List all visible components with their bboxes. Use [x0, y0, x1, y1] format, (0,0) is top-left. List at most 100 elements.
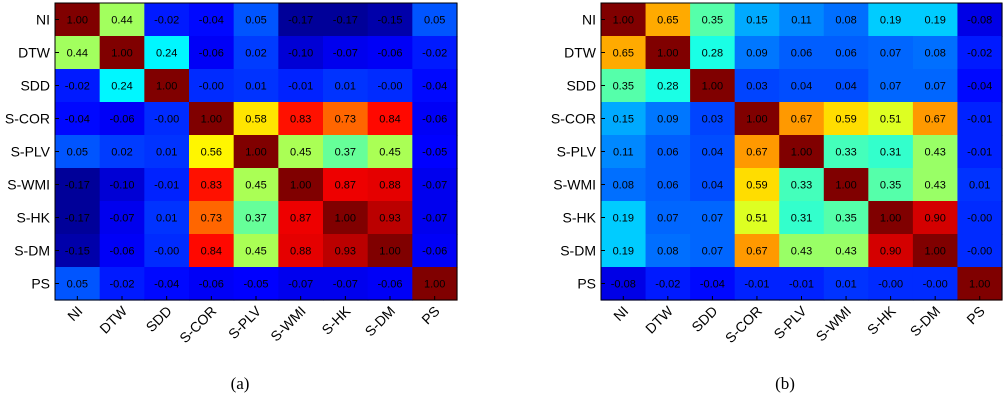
cell-value-label: 1.00: [67, 15, 88, 27]
cell-value-label: 1.00: [111, 48, 132, 60]
heatmap-cell: [912, 168, 959, 202]
cell-value-label: 0.08: [657, 246, 678, 258]
heatmap-cell: [601, 102, 647, 136]
heatmap-cell: [823, 234, 869, 268]
cell-value-label: -0.05: [422, 147, 447, 159]
heatmap-cell: [55, 168, 101, 202]
heatmap-cell: [868, 36, 914, 70]
cell-value-label: 0.84: [201, 246, 222, 258]
heatmap-cell: [957, 135, 1003, 169]
heatmap-cell: [601, 201, 647, 235]
cell-value-label: 0.87: [290, 213, 311, 225]
heatmap-cell: [55, 135, 101, 169]
cell-value-label: 0.84: [379, 114, 400, 126]
heatmap-cell: [99, 102, 145, 136]
heatmap-cell: [99, 168, 145, 202]
cell-value-label: 0.28: [657, 81, 678, 93]
heatmap-cell: [690, 69, 736, 103]
x-tick-label-s-dm: S-DM: [362, 303, 399, 340]
cell-value-label: 0.43: [924, 147, 945, 159]
heatmap-cell: [278, 36, 324, 70]
cell-value-label: 1.00: [245, 147, 266, 159]
heatmap-cell: [323, 267, 369, 301]
x-tick-label-s-cor: S-COR: [722, 303, 765, 346]
heatmap-cell: [823, 135, 869, 169]
cell-value-label: 0.43: [924, 180, 945, 192]
heatmap-cell: [912, 201, 959, 235]
cell-value-label: 0.67: [746, 246, 767, 258]
heatmap-cell: [323, 69, 369, 103]
heatmap-cell: [957, 168, 1003, 202]
heatmap-panel-b: 1.00 0.65 0.35 0.15 0.11 0.08 0.19 0.19 -0.08 0.6…: [551, 2, 1003, 346]
cell-value-label: -0.08: [967, 15, 992, 27]
cell-value-label: -0.10: [109, 180, 134, 192]
heatmap-cell: [645, 3, 691, 37]
cell-value-label: 0.06: [657, 180, 678, 192]
heatmap-cell: [734, 102, 780, 136]
heatmap-cell: [144, 267, 190, 301]
heatmap-cell: [233, 267, 279, 301]
cell-value-label: 1.00: [156, 81, 177, 93]
heatmap-cell: [144, 135, 190, 169]
cell-value-label: 0.65: [657, 15, 678, 27]
cell-value-label: 0.09: [746, 48, 767, 60]
y-tick-label-s-cor: S-COR: [5, 111, 50, 127]
heatmap-cell: [868, 234, 914, 268]
cell-value-label: -0.06: [199, 48, 224, 60]
cell-value-label: 1.00: [924, 246, 945, 258]
x-tick-label-dtw: DTW: [642, 302, 676, 336]
heatmap-cell: [233, 201, 279, 235]
cell-value-label: 1.00: [657, 48, 678, 60]
cell-value-label: 0.02: [111, 147, 132, 159]
heatmap-cell: [55, 201, 101, 235]
cell-value-label: -0.01: [288, 81, 313, 93]
cell-value-label: 0.45: [245, 180, 266, 192]
cell-value-label: -0.06: [199, 279, 224, 291]
cell-value-label: -0.07: [333, 279, 358, 291]
cell-value-label: -0.02: [65, 81, 90, 93]
heatmap-cell: [367, 3, 413, 37]
heatmap-cell: [912, 69, 959, 103]
heatmap-cell: [779, 267, 825, 301]
x-tick-label-s-plv: S-PLV: [225, 302, 265, 342]
cell-value-label: 1.00: [613, 15, 634, 27]
heatmap-cell: [323, 102, 369, 136]
cell-value-label: 0.45: [290, 147, 311, 159]
cell-value-label: 0.51: [880, 114, 901, 126]
cell-value-label: -0.02: [109, 279, 134, 291]
cell-value-label: -0.02: [154, 15, 179, 27]
y-tick-label-s-dm: S-DM: [14, 243, 50, 259]
x-tick-label-s-hk: S-HK: [318, 302, 353, 337]
cell-value-label: 0.01: [969, 180, 990, 192]
cell-value-label: 0.93: [379, 213, 400, 225]
cell-value-label: 0.03: [702, 114, 723, 126]
heatmap-cell: [412, 234, 458, 268]
heatmap-cell: [323, 3, 369, 37]
heatmap-cell: [233, 234, 279, 268]
cell-value-label: 0.04: [791, 81, 812, 93]
heatmap-cell: [690, 102, 736, 136]
heatmap-cell: [868, 201, 914, 235]
cell-value-label: 0.03: [746, 81, 767, 93]
cell-value-label: 0.35: [613, 81, 634, 93]
cell-value-label: -0.06: [422, 246, 447, 258]
heatmap-cell: [645, 135, 691, 169]
cell-value-label: 1.00: [746, 114, 767, 126]
heatmap-cell: [601, 135, 647, 169]
heatmap-cell: [278, 168, 324, 202]
heatmap-cell: [233, 168, 279, 202]
heatmap-cell: [55, 69, 101, 103]
cell-value-label: 0.44: [111, 15, 132, 27]
cell-value-label: 0.33: [791, 180, 812, 192]
cell-value-label: -0.00: [878, 279, 903, 291]
cell-value-label: -0.01: [154, 180, 179, 192]
heatmap-cell: [734, 234, 780, 268]
heatmap-cell: [367, 267, 413, 301]
cell-value-label: 0.43: [835, 246, 856, 258]
heatmap-cell: [823, 102, 869, 136]
cell-value-label: 0.24: [111, 81, 132, 93]
heatmap-cell: [912, 102, 959, 136]
cell-value-label: 0.04: [702, 180, 723, 192]
cell-value-label: -0.01: [967, 147, 992, 159]
cell-value-label: 0.04: [702, 147, 723, 159]
